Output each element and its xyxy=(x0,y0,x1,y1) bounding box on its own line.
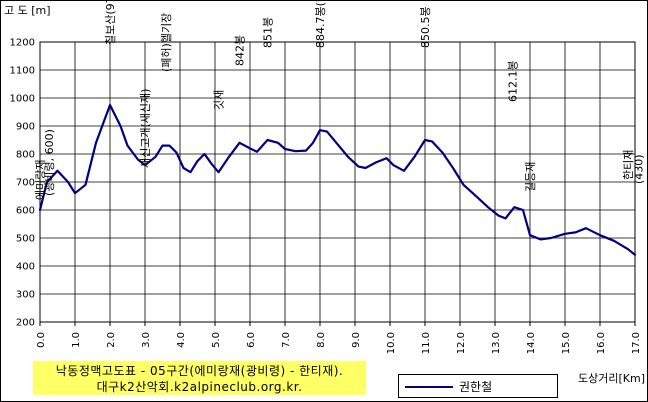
x-tick-label: 7.0 xyxy=(281,332,292,348)
chart-annotations: 에미랑재(광비령, 600) 칠보산(974.2) 새신고개(새신재) (폐허)헬기장… xyxy=(34,0,646,200)
x-tick-label: 15.0 xyxy=(561,332,572,354)
y-tick-label: 400 xyxy=(16,262,35,273)
chart-grid xyxy=(39,41,636,323)
chart-annotation: (430) xyxy=(633,154,646,184)
chart-annotation: 612.1봉 xyxy=(507,60,520,102)
chart-series xyxy=(38,103,637,256)
y-tick-label: 700 xyxy=(16,178,35,189)
chart-annotation: 에미랑재 xyxy=(34,160,47,200)
x-tick-label: 13.0 xyxy=(491,332,502,354)
x-tick-label: 5.0 xyxy=(211,332,222,348)
y-tick-label: 200 xyxy=(16,318,35,329)
chart-annotation: (폐허)헬기장 xyxy=(160,13,173,72)
chart-annotation: 길등재 xyxy=(524,162,537,192)
y-tick-label: 800 xyxy=(16,150,35,161)
chart-annotation: 칠보산(974.2) xyxy=(104,0,117,45)
x-tick-label: 12.0 xyxy=(456,332,467,354)
x-tick-label: 3.0 xyxy=(141,332,152,348)
chart-axes xyxy=(39,41,636,326)
x-tick-label: 0.0 xyxy=(36,332,47,348)
x-tick-label: 10.0 xyxy=(386,332,397,354)
chart-annotation: 842봉 xyxy=(234,35,247,66)
caption-line-2: 대구k2산악회.k2alpineclub.org.kr. xyxy=(96,380,303,394)
x-tick-label: 14.0 xyxy=(526,332,537,354)
x-axis-label: 도상거리[Km] xyxy=(578,372,645,385)
x-tick-label: 16.0 xyxy=(596,332,607,354)
plot-area-border xyxy=(39,41,636,323)
chart-annotation: 새신고개(새신재) xyxy=(139,89,152,168)
y-tick-label: 600 xyxy=(16,206,35,217)
y-tick-label: 300 xyxy=(16,290,35,301)
x-tick-label: 1.0 xyxy=(71,332,82,348)
x-tick-label: 17.0 xyxy=(631,332,642,354)
caption-line-1: 낙동정맥고도표 - 05구간(에미랑재(광비령) - 한티재). xyxy=(55,364,344,378)
x-tick-label: 6.0 xyxy=(246,332,257,348)
chart-annotation: 깃재 xyxy=(213,90,226,110)
y-axis-label: 고 도 [m] xyxy=(4,4,51,17)
chart-legend: 권한철 xyxy=(398,374,558,398)
chart-annotation: 850.5봉 xyxy=(419,6,432,48)
chart-annotation: 한티재 xyxy=(622,150,635,180)
legend-label: 권한철 xyxy=(459,380,493,394)
chart-annotation: (광비령, 600) xyxy=(43,129,56,196)
y-tick-label: 900 xyxy=(16,122,35,133)
y-tick-label: 500 xyxy=(16,234,35,245)
chart-caption: 낙동정맥고도표 - 05구간(에미랑재(광비령) - 한티재). 대구k2산악회… xyxy=(33,361,366,395)
x-tick-label: 2.0 xyxy=(106,332,117,348)
chart-annotation: 884.7봉(헬기장) xyxy=(314,0,327,48)
y-tick-label: 1100 xyxy=(10,66,35,77)
chart-annotation: 851봉 xyxy=(262,17,275,48)
x-tick-label: 11.0 xyxy=(421,332,432,354)
x-tick-label: 4.0 xyxy=(176,332,187,348)
series-line xyxy=(38,103,637,256)
legend-swatch xyxy=(405,386,453,388)
x-tick-label: 9.0 xyxy=(351,332,362,348)
x-tick-label: 8.0 xyxy=(316,332,327,348)
y-tick-label: 1200 xyxy=(10,38,35,49)
y-tick-label: 1000 xyxy=(10,94,35,105)
